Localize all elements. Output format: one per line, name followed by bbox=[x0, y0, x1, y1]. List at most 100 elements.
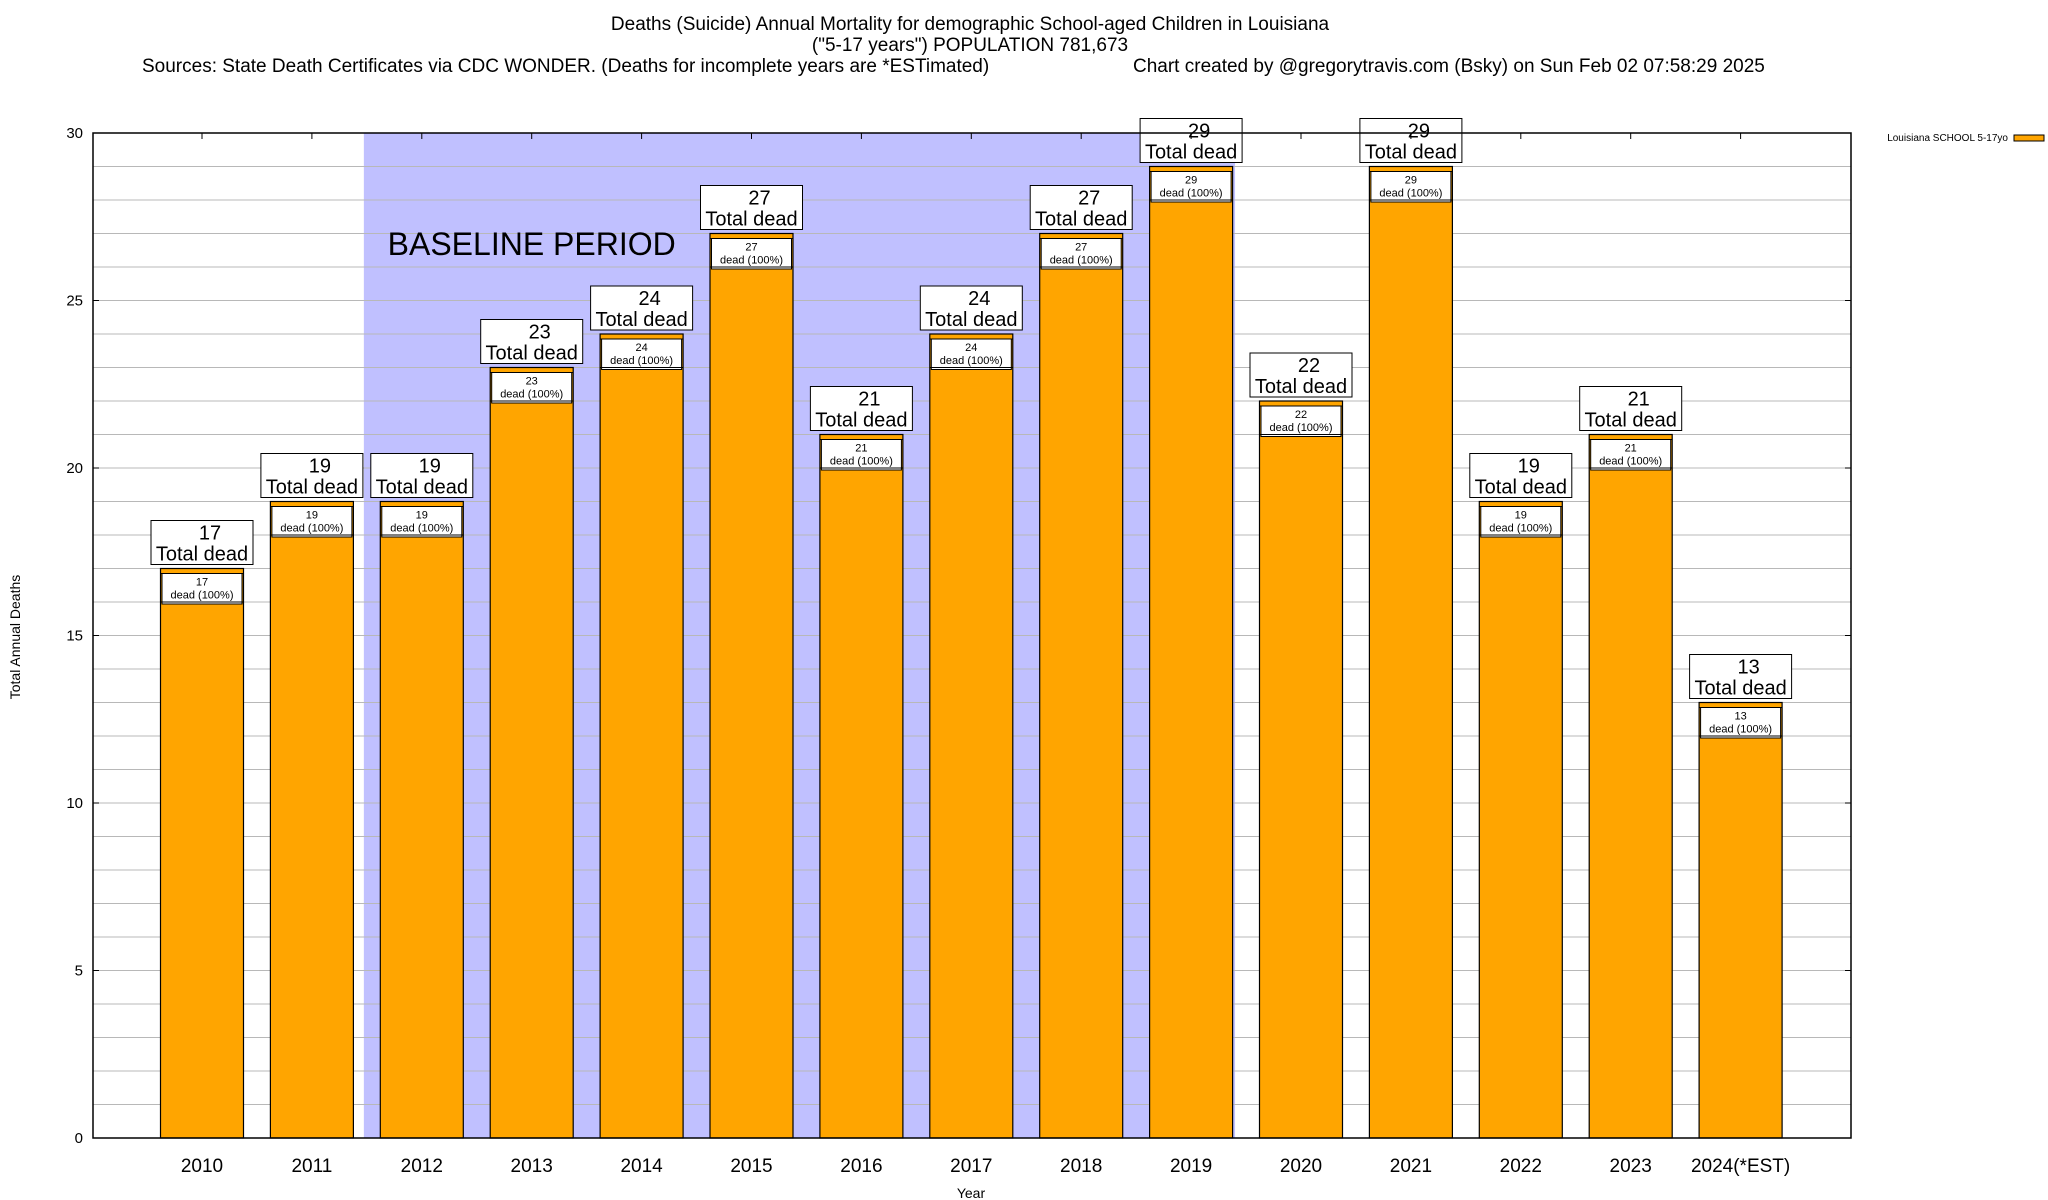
bar-rect bbox=[1588, 433, 1673, 1139]
chart-title: Deaths (Suicide) Annual Mortality for de… bbox=[611, 14, 1330, 35]
inner-label-text: dead (100%) bbox=[500, 389, 563, 401]
top-label-text: Total dead bbox=[1035, 209, 1127, 231]
inner-label-text: dead (100%) bbox=[830, 456, 893, 468]
top-label-box bbox=[1579, 386, 1683, 431]
inner-label-value: 17 bbox=[196, 577, 208, 589]
bar-rect bbox=[929, 333, 1014, 1139]
top-label-box bbox=[809, 386, 913, 431]
inner-label-text: dead (100%) bbox=[610, 355, 673, 367]
top-label-text: Total dead bbox=[486, 343, 578, 365]
x-tick-label: 2017 bbox=[950, 1156, 992, 1177]
top-label-box bbox=[700, 185, 803, 230]
x-tick-label: 2022 bbox=[1500, 1156, 1542, 1177]
credit-text: Chart created by @gregorytravis.com (Bsk… bbox=[1133, 56, 1765, 77]
top-label-value: 27 bbox=[1078, 188, 1100, 210]
inner-label-value: 21 bbox=[1625, 443, 1637, 455]
inner-label-value: 22 bbox=[1295, 409, 1307, 421]
top-label-text: Total dead bbox=[1694, 678, 1786, 700]
inner-label-text: dead (100%) bbox=[1270, 422, 1333, 434]
top-label-text: Total dead bbox=[1475, 477, 1567, 499]
top-label-text: Total dead bbox=[1585, 410, 1677, 432]
top-label-box bbox=[590, 285, 694, 331]
top-label-text: Total dead bbox=[266, 477, 358, 499]
top-label-value: 21 bbox=[1628, 389, 1650, 411]
x-tick-label: 2012 bbox=[401, 1156, 443, 1177]
inner-label-box bbox=[271, 506, 353, 538]
top-label-value: 29 bbox=[1188, 121, 1210, 143]
bar-rect bbox=[1148, 165, 1234, 1139]
inner-label-text: dead (100%) bbox=[1709, 724, 1772, 736]
inner-label-box bbox=[930, 338, 1012, 370]
inner-label-text: dead (100%) bbox=[171, 590, 234, 602]
bar-rect bbox=[1258, 400, 1344, 1139]
top-label-value: 19 bbox=[419, 456, 441, 478]
y-tick-label: 20 bbox=[66, 460, 83, 477]
bar-rect bbox=[1698, 701, 1783, 1139]
inner-label-box bbox=[711, 238, 792, 270]
inner-label-text: dead (100%) bbox=[940, 355, 1003, 367]
x-axis-label: Year bbox=[957, 1185, 986, 1200]
x-tick-label: 2014 bbox=[620, 1156, 663, 1177]
top-label-box bbox=[370, 453, 474, 498]
inner-label-box bbox=[1370, 171, 1452, 203]
x-tick-label: 2018 bbox=[1060, 1156, 1102, 1177]
x-tick-label: 2023 bbox=[1610, 1156, 1652, 1177]
inner-label-value: 27 bbox=[1075, 242, 1087, 254]
top-label-text: Total dead bbox=[815, 410, 907, 432]
top-label-box bbox=[1469, 453, 1573, 498]
inner-label-text: dead (100%) bbox=[1379, 188, 1442, 200]
top-label-value: 21 bbox=[858, 389, 880, 411]
inner-label-value: 27 bbox=[745, 242, 757, 254]
top-label-box bbox=[260, 453, 364, 498]
inner-label-value: 29 bbox=[1185, 175, 1197, 187]
bar-rect bbox=[489, 366, 574, 1139]
bar-rect bbox=[599, 333, 684, 1139]
top-label-text: Total dead bbox=[1365, 142, 1457, 164]
inner-label-box bbox=[161, 573, 243, 605]
baseline-period-label: BASELINE PERIOD bbox=[388, 226, 676, 262]
y-tick-label: 0 bbox=[75, 1130, 83, 1147]
legend-swatch bbox=[2013, 134, 2045, 142]
top-label-text: Total dead bbox=[705, 209, 797, 231]
bar-rect bbox=[379, 500, 464, 1139]
x-tick-label: 2010 bbox=[181, 1156, 223, 1177]
x-tick-label: 2011 bbox=[291, 1156, 332, 1177]
x-tick-label: 2024(*EST) bbox=[1691, 1156, 1790, 1177]
inner-label-text: dead (100%) bbox=[720, 255, 783, 267]
y-axis-label: Total Annual Deaths bbox=[7, 575, 23, 700]
inner-label-box bbox=[1700, 707, 1782, 739]
top-label-box bbox=[1359, 118, 1463, 163]
top-label-text: Total dead bbox=[595, 309, 687, 331]
inner-label-text: dead (100%) bbox=[1599, 456, 1662, 468]
inner-label-value: 21 bbox=[855, 443, 867, 455]
top-label-value: 29 bbox=[1408, 121, 1430, 143]
top-label-value: 19 bbox=[1518, 456, 1540, 478]
inner-label-value: 24 bbox=[635, 342, 647, 354]
y-tick-label: 10 bbox=[66, 795, 83, 812]
inner-label-box bbox=[1590, 439, 1672, 471]
top-label-text: Total dead bbox=[1145, 142, 1237, 164]
y-tick-label: 5 bbox=[75, 963, 83, 980]
inner-label-value: 19 bbox=[416, 510, 428, 522]
inner-label-box bbox=[601, 338, 683, 370]
inner-label-box bbox=[1260, 405, 1342, 437]
top-label-text: Total dead bbox=[925, 309, 1017, 331]
x-tick-label: 2013 bbox=[511, 1156, 553, 1177]
inner-label-box bbox=[491, 372, 573, 404]
